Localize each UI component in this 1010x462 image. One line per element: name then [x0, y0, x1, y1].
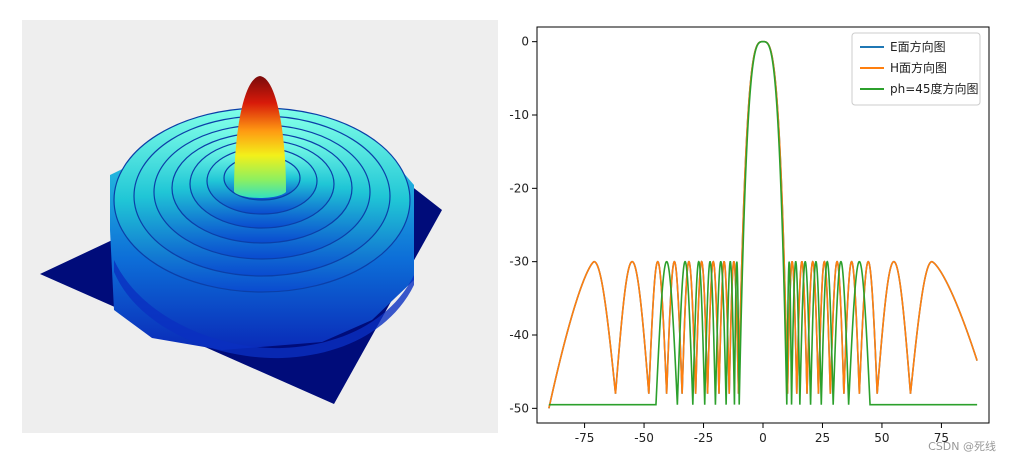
x-tick-label: -50 — [634, 431, 654, 445]
surface-front-band — [114, 260, 414, 359]
surface-plot — [40, 76, 442, 404]
y-tick-label: 0 — [521, 35, 529, 49]
legend-label: E面方向图 — [890, 39, 946, 54]
x-axis: -75 -50 -25 0 25 50 75 — [575, 423, 949, 445]
legend: E面方向图 H面方向图 ph=45度方向图 — [851, 32, 981, 106]
x-tick-label: 75 — [934, 431, 949, 445]
y-tick-label: -40 — [509, 328, 529, 342]
surface-rings — [113, 107, 411, 293]
x-tick-label: 25 — [815, 431, 830, 445]
y-axis: 0 -10 -20 -30 -40 -50 — [509, 35, 537, 415]
y-tick-label: -20 — [509, 181, 529, 195]
y-tick-label: -50 — [509, 401, 529, 415]
x-tick-label: -75 — [575, 431, 595, 445]
surface-plot-panel — [22, 20, 498, 433]
legend-label: H面方向图 — [890, 60, 947, 75]
y-tick-label: -30 — [509, 255, 529, 269]
series-line-2 — [548, 40, 978, 406]
x-tick-label: 50 — [874, 431, 889, 445]
series-lines — [548, 40, 978, 409]
surface-main-lobe — [234, 76, 286, 198]
watermark: CSDN @死线 — [928, 440, 996, 453]
pattern-chart: 0 -10 -20 -30 -40 -50 -75 -50 -25 0 25 50 75 E面方向图 H… — [509, 26, 990, 445]
x-tick-label: -25 — [694, 431, 714, 445]
legend-label: ph=45度方向图 — [890, 81, 979, 96]
legend-box — [851, 32, 981, 106]
x-tick-label: 0 — [759, 431, 767, 445]
y-tick-label: -10 — [509, 108, 529, 122]
